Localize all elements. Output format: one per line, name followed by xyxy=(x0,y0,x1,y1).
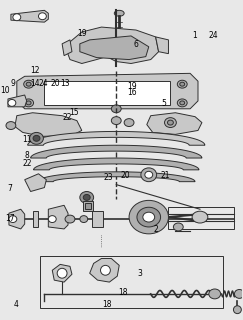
Ellipse shape xyxy=(57,268,67,278)
Text: 19: 19 xyxy=(77,29,87,38)
Text: 2: 2 xyxy=(154,225,158,234)
Ellipse shape xyxy=(180,82,185,86)
Bar xyxy=(83,201,93,211)
Ellipse shape xyxy=(177,99,187,107)
Bar xyxy=(33,211,38,227)
Ellipse shape xyxy=(48,216,56,222)
Text: 11: 11 xyxy=(22,135,32,144)
Ellipse shape xyxy=(124,119,134,126)
Polygon shape xyxy=(90,259,119,282)
Ellipse shape xyxy=(111,105,121,113)
Ellipse shape xyxy=(24,80,34,88)
Text: 20: 20 xyxy=(50,79,60,88)
Ellipse shape xyxy=(65,215,75,223)
Text: 22: 22 xyxy=(63,113,72,122)
Ellipse shape xyxy=(141,168,157,182)
Text: 12: 12 xyxy=(31,66,40,75)
Ellipse shape xyxy=(167,120,173,125)
Polygon shape xyxy=(31,145,202,158)
Ellipse shape xyxy=(165,118,176,127)
Bar xyxy=(168,207,234,229)
Text: 5: 5 xyxy=(161,99,166,108)
Ellipse shape xyxy=(180,101,185,105)
Polygon shape xyxy=(62,40,72,56)
Text: 23: 23 xyxy=(104,173,113,182)
Bar xyxy=(85,203,91,209)
Text: 7: 7 xyxy=(8,184,13,193)
Polygon shape xyxy=(15,113,82,136)
Ellipse shape xyxy=(80,191,94,203)
Text: 18: 18 xyxy=(102,300,112,309)
Polygon shape xyxy=(17,73,198,109)
Ellipse shape xyxy=(173,223,183,231)
Text: 13: 13 xyxy=(60,79,69,88)
Ellipse shape xyxy=(26,101,31,105)
Ellipse shape xyxy=(234,306,241,314)
Ellipse shape xyxy=(38,13,46,20)
Ellipse shape xyxy=(101,265,110,275)
Polygon shape xyxy=(8,95,27,107)
Ellipse shape xyxy=(26,82,31,86)
Ellipse shape xyxy=(192,211,208,223)
Ellipse shape xyxy=(129,200,168,234)
Polygon shape xyxy=(67,27,159,63)
Text: 24: 24 xyxy=(38,79,48,88)
Text: 1: 1 xyxy=(192,31,197,40)
Ellipse shape xyxy=(137,207,161,227)
Polygon shape xyxy=(156,37,168,54)
Ellipse shape xyxy=(114,10,124,16)
Text: 17: 17 xyxy=(5,214,15,223)
Ellipse shape xyxy=(80,216,88,222)
Text: 8: 8 xyxy=(25,151,29,160)
Text: 14: 14 xyxy=(31,79,40,88)
Ellipse shape xyxy=(83,195,90,200)
Bar xyxy=(44,81,170,105)
Text: 18: 18 xyxy=(118,288,127,297)
Ellipse shape xyxy=(9,216,17,222)
Ellipse shape xyxy=(33,135,40,141)
Polygon shape xyxy=(28,132,205,145)
Polygon shape xyxy=(52,264,72,282)
Ellipse shape xyxy=(177,80,187,88)
Ellipse shape xyxy=(234,290,243,298)
Text: 15: 15 xyxy=(69,108,78,116)
Text: 20: 20 xyxy=(120,171,130,180)
Polygon shape xyxy=(48,205,68,229)
Bar xyxy=(40,257,223,308)
Polygon shape xyxy=(147,113,202,134)
Text: 10: 10 xyxy=(1,86,10,95)
Text: 22: 22 xyxy=(22,159,32,168)
Ellipse shape xyxy=(145,171,153,178)
Text: 6: 6 xyxy=(133,40,138,49)
Text: 9: 9 xyxy=(10,79,15,88)
Text: 16: 16 xyxy=(127,88,137,97)
Ellipse shape xyxy=(13,14,21,21)
Text: 4: 4 xyxy=(14,300,19,309)
Ellipse shape xyxy=(6,122,16,130)
Ellipse shape xyxy=(8,100,16,106)
Text: 19: 19 xyxy=(127,82,137,92)
Text: 3: 3 xyxy=(137,269,142,278)
Ellipse shape xyxy=(24,99,34,107)
Ellipse shape xyxy=(209,289,221,299)
Text: 24: 24 xyxy=(209,31,218,40)
Polygon shape xyxy=(80,36,149,60)
Polygon shape xyxy=(34,158,199,170)
Ellipse shape xyxy=(143,212,155,222)
Polygon shape xyxy=(11,10,48,22)
Ellipse shape xyxy=(30,132,43,144)
Polygon shape xyxy=(37,172,195,182)
Bar xyxy=(92,211,104,227)
Text: 21: 21 xyxy=(161,171,171,180)
Ellipse shape xyxy=(111,117,121,124)
Polygon shape xyxy=(25,174,46,191)
Polygon shape xyxy=(9,209,25,229)
